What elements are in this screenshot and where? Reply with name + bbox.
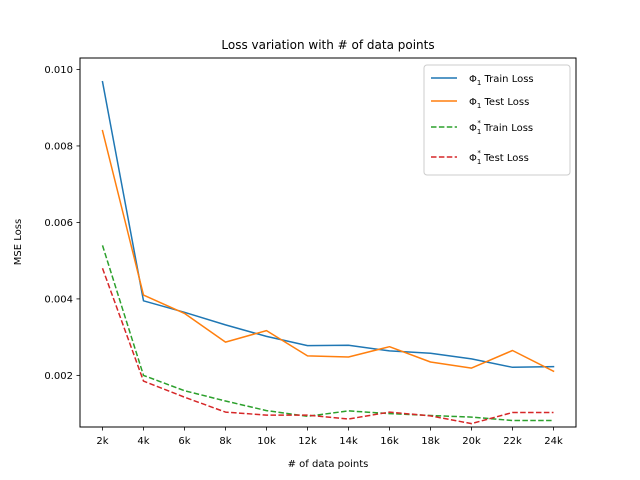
legend-label: Φ1 Train Loss	[469, 74, 534, 87]
y-tick-label: 0.006	[44, 218, 73, 229]
x-tick-label: 14k	[339, 436, 358, 447]
series-line-3	[101, 245, 554, 422]
x-tick-label: 18k	[421, 436, 440, 447]
x-tick-label: 22k	[503, 436, 522, 447]
series-layer	[101, 80, 555, 425]
x-axis-label: # of data points	[288, 459, 369, 470]
legend-box	[423, 64, 571, 176]
chart-title: Loss variation with # of data points	[221, 38, 434, 52]
plot-frame	[79, 57, 577, 428]
series-line-2	[101, 129, 555, 373]
legend-label: Φ1 Test Loss	[469, 97, 529, 110]
series-line-4	[101, 268, 554, 425]
x-tick-label: 4k	[137, 436, 149, 447]
legend-label: Φ1* Test Loss	[469, 149, 529, 166]
x-tick-label: 24k	[544, 436, 563, 447]
y-tick-label: 0.002	[44, 371, 73, 382]
y-tick-label: 0.010	[44, 65, 73, 76]
x-tick-label: 2k	[96, 436, 108, 447]
legend: Φ1 Train Loss Φ1 Test Loss Φ1* Train Loss Φ…	[423, 64, 571, 176]
x-tick-label: 8k	[219, 436, 231, 447]
x-tick-label: 12k	[298, 436, 317, 447]
y-axis-label: MSE Loss	[13, 219, 24, 265]
x-tick-label: 10k	[257, 436, 276, 447]
legend-label: Φ1* Train Loss	[469, 119, 533, 136]
x-tick-label: 6k	[178, 436, 190, 447]
y-tick-label: 0.004	[44, 294, 73, 305]
x-tick-label: 16k	[380, 436, 399, 447]
x-tick-label: 20k	[462, 436, 481, 447]
x-axis: 2k 4k 6k 8k 10k 12k 14k 16k 18k 20k 22k 24k	[96, 427, 563, 447]
y-tick-label: 0.008	[44, 141, 73, 152]
y-axis: 0.002 0.004 0.006 0.008 0.010	[44, 65, 80, 382]
